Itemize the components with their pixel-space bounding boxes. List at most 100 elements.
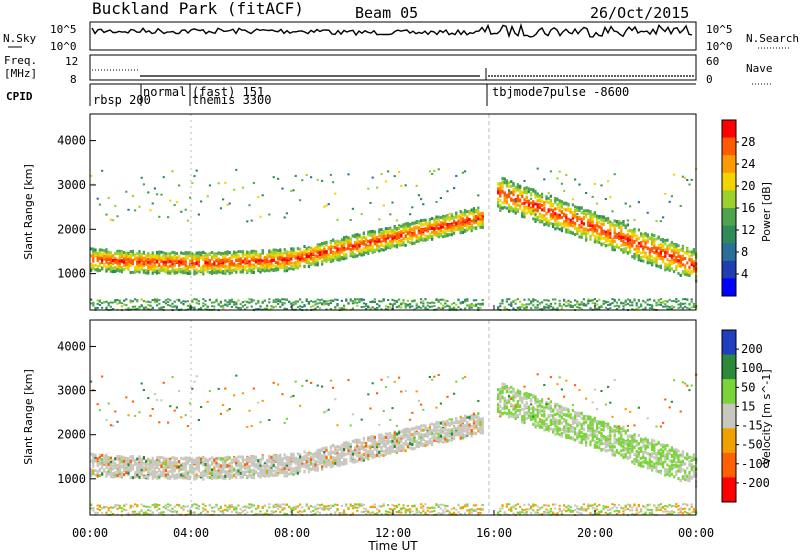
power-pixel <box>116 268 119 272</box>
power-pixel <box>622 250 625 254</box>
velocity-pixel <box>184 466 187 470</box>
power-pixel <box>252 299 255 302</box>
power-pixel <box>622 236 625 240</box>
power-pixel <box>103 251 106 255</box>
power-pixel <box>376 307 379 310</box>
power-pixel <box>259 264 262 268</box>
power-pixel <box>591 221 594 225</box>
power-pixel <box>186 255 189 259</box>
power-pixel <box>657 251 660 255</box>
power-pixel <box>118 262 121 266</box>
velocity-pixel <box>107 455 110 459</box>
power-pixel <box>160 259 163 263</box>
velocity-pixel <box>162 458 165 462</box>
power-pixel <box>618 219 621 222</box>
velocity-pixel <box>156 460 159 464</box>
power-pixel <box>516 196 519 200</box>
power-pixel <box>571 304 574 307</box>
power-pixel <box>549 201 552 205</box>
velocity-pixel <box>118 457 121 461</box>
power-pixel <box>325 259 328 263</box>
power-pixel <box>259 252 262 256</box>
power-pixel <box>679 306 682 309</box>
velocity-pixel <box>98 509 101 512</box>
velocity-pixel <box>98 460 101 464</box>
power-pixel <box>444 222 447 226</box>
power-pixel <box>98 253 101 257</box>
power-pixel <box>578 206 581 210</box>
power-pixel <box>472 207 475 211</box>
power-pixel <box>189 259 192 263</box>
velocity-pixel <box>160 461 163 465</box>
power-pixel <box>618 232 621 236</box>
power-pixel <box>283 216 286 219</box>
velocity-pixel <box>153 469 156 473</box>
power-pixel <box>512 193 515 197</box>
power-pixel <box>523 212 526 216</box>
power-pixel <box>651 236 654 240</box>
power-pixel <box>538 303 541 306</box>
power-pixel <box>329 260 332 264</box>
power-pixel <box>202 302 205 305</box>
velocity-pixel <box>105 455 108 459</box>
power-pixel <box>153 270 156 274</box>
power-pixel <box>235 301 238 304</box>
power-pixel <box>576 230 579 234</box>
power-pixel <box>90 268 93 272</box>
power-pixel <box>552 307 555 310</box>
power-pixel <box>272 176 275 179</box>
power-pixel <box>345 256 348 260</box>
power-pixel <box>180 268 183 272</box>
power-pixel <box>303 304 306 307</box>
velocity-pixel <box>173 510 176 513</box>
power-pixel <box>578 183 581 186</box>
power-pixel <box>343 236 346 240</box>
power-pixel <box>252 263 255 267</box>
power-pixel <box>648 258 651 262</box>
velocity-pixel <box>156 505 159 508</box>
power-pixel <box>684 302 687 305</box>
power-pixel <box>505 298 508 301</box>
power-pixel <box>261 250 264 254</box>
power-pixel <box>519 308 522 311</box>
power-pixel <box>145 254 148 258</box>
power-pixel <box>134 209 137 212</box>
power-pixel <box>538 196 541 200</box>
velocity-pixel <box>173 467 176 471</box>
power-pixel <box>446 217 449 221</box>
power-pixel <box>549 217 552 221</box>
power-pixel <box>479 306 482 309</box>
power-pixel <box>131 249 134 253</box>
power-pixel <box>589 224 592 228</box>
velocity-pixel <box>138 455 141 459</box>
power-pixel <box>285 269 288 273</box>
power-pixel <box>620 243 623 247</box>
power-pixel <box>303 252 306 256</box>
power-pixel <box>519 186 522 190</box>
power-pixel <box>299 298 302 301</box>
power-pixel <box>681 302 684 305</box>
power-pixel <box>642 233 645 237</box>
power-pixel <box>398 298 401 301</box>
power-pixel <box>534 195 537 199</box>
velocity-pixel <box>140 458 143 462</box>
power-pixel <box>252 267 255 271</box>
velocity-pixel <box>138 471 141 475</box>
power-pixel <box>677 271 680 275</box>
power-pixel <box>580 225 583 229</box>
power-pixel <box>224 257 227 261</box>
power-pixel <box>380 248 383 252</box>
power-pixel <box>635 302 638 305</box>
power-pixel <box>391 242 394 246</box>
nave-label: Nave <box>746 62 773 75</box>
power-pixel <box>666 248 669 252</box>
power-pixel <box>585 228 588 232</box>
velocity-pixel <box>90 452 93 456</box>
power-pixel <box>307 300 310 303</box>
power-pixel <box>259 270 262 274</box>
power-pixel <box>580 206 583 210</box>
power-pixel <box>404 304 407 307</box>
power-pixel <box>175 298 178 301</box>
power-pixel <box>631 301 634 304</box>
power-pixel <box>582 215 585 219</box>
